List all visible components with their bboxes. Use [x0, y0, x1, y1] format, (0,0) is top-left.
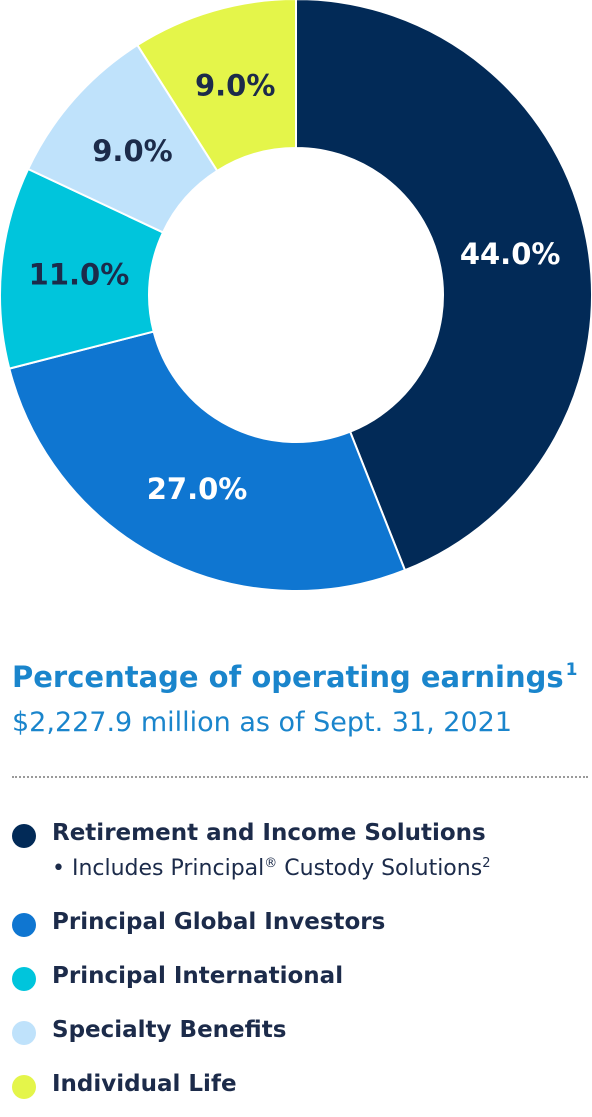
- slice-data-label-3: 9.0%: [92, 134, 172, 168]
- chart-legend: Retirement and Income Solutions • Includ…: [12, 812, 588, 1117]
- legend-swatch-specialty-benefits: [12, 1021, 36, 1045]
- legend-swatch-retirement: [12, 824, 36, 848]
- legend-label-specialty-benefits: Specialty Benefits: [52, 1017, 287, 1043]
- slice-data-label-4: 9.0%: [195, 69, 275, 103]
- legend-label-retirement: Retirement and Income Solutions: [52, 820, 486, 846]
- chart-title: Percentage of operating earnings 1: [12, 660, 578, 694]
- donut-slice-1: [8, 330, 407, 592]
- legend-swatch-international: [12, 967, 36, 991]
- legend-item-international: Principal International: [12, 955, 588, 1009]
- legend-label-international: Principal International: [52, 963, 344, 989]
- donut-chart: 44.0% 27.0% 11.0% 9.0% 9.0%: [0, 0, 592, 592]
- legend-item-specialty-benefits: Specialty Benefits: [12, 1009, 588, 1063]
- slice-data-label-0: 44.0%: [460, 237, 561, 271]
- dotted-divider: [12, 776, 588, 778]
- legend-label-global-investors: Principal Global Investors: [52, 909, 386, 935]
- legend-note-custody: • Includes Principal® Custody Solutions2: [52, 856, 491, 881]
- legend-item-individual-life: Individual Life: [12, 1063, 588, 1117]
- legend-swatch-individual-life: [12, 1075, 36, 1099]
- chart-subtitle: $2,227.9 million as of Sept. 31, 2021: [12, 707, 513, 738]
- legend-item-retirement: Retirement and Income Solutions • Includ…: [12, 812, 588, 901]
- slice-data-label-1: 27.0%: [147, 472, 248, 506]
- slice-data-label-2: 11.0%: [29, 257, 130, 291]
- legend-swatch-global-investors: [12, 913, 36, 937]
- donut-slice-0: [295, 0, 592, 572]
- legend-label-individual-life: Individual Life: [52, 1071, 237, 1097]
- title-footnote: 1: [565, 660, 578, 680]
- donut-slice-4: [136, 0, 297, 173]
- legend-item-global-investors: Principal Global Investors: [12, 901, 588, 955]
